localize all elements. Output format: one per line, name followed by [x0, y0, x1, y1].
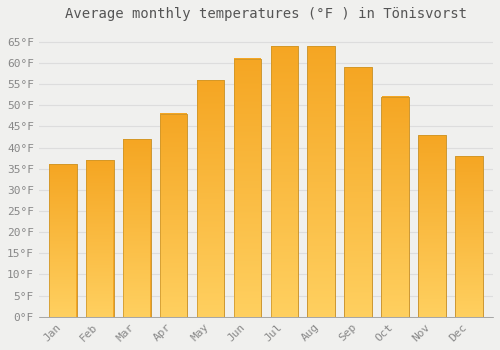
- Bar: [49, 164, 76, 317]
- Bar: [418, 135, 446, 317]
- Bar: [160, 114, 188, 317]
- Bar: [86, 160, 114, 317]
- Bar: [49, 164, 76, 317]
- Title: Average monthly temperatures (°F ) in Tönisvorst: Average monthly temperatures (°F ) in Tö…: [65, 7, 467, 21]
- Bar: [308, 46, 335, 317]
- Bar: [270, 46, 298, 317]
- Bar: [196, 80, 224, 317]
- Bar: [344, 67, 372, 317]
- Bar: [86, 160, 114, 317]
- Bar: [455, 156, 483, 317]
- Bar: [196, 80, 224, 317]
- Bar: [123, 139, 150, 317]
- Bar: [455, 156, 483, 317]
- Bar: [234, 59, 262, 317]
- Bar: [270, 46, 298, 317]
- Bar: [382, 97, 409, 317]
- Bar: [418, 135, 446, 317]
- Bar: [382, 97, 409, 317]
- Bar: [160, 114, 188, 317]
- Bar: [123, 139, 150, 317]
- Bar: [308, 46, 335, 317]
- Bar: [344, 67, 372, 317]
- Bar: [234, 59, 262, 317]
